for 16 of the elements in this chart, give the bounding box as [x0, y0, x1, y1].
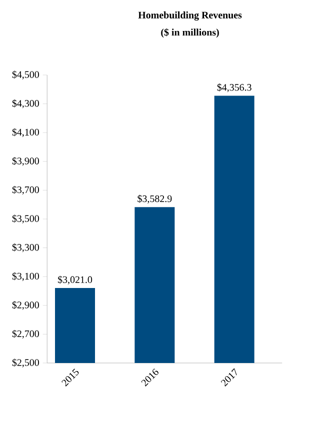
y-tick-label: $3,500: [12, 214, 39, 224]
data-label: $3,582.9: [138, 194, 172, 204]
y-tick-label: $3,700: [12, 186, 39, 195]
y-tick-label: $4,100: [12, 128, 39, 137]
y-tick-label: $3,900: [12, 157, 39, 166]
chart-subtitle: ($ in millions): [161, 28, 219, 38]
y-tick-label: $4,300: [12, 99, 39, 108]
y-tick-label: $2,700: [12, 330, 39, 339]
y-tick-label: $3,300: [12, 243, 39, 252]
data-label: $4,356.3: [217, 83, 252, 92]
y-tick-label: $2,500: [12, 358, 39, 368]
chart-title: Homebuilding Revenues: [138, 11, 242, 21]
y-tick-label: $3,100: [12, 272, 39, 281]
y-tick-label: $4,500: [12, 70, 39, 80]
data-label: $3,021.0: [58, 276, 92, 284]
y-tick-label: $2,900: [12, 301, 39, 310]
